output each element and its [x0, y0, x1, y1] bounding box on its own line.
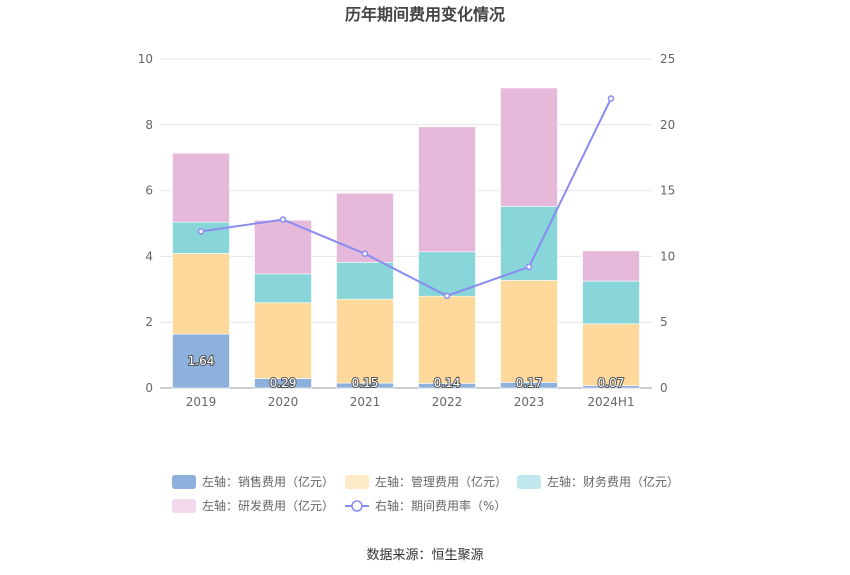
bar-segment	[418, 126, 476, 253]
data-labels: 1.64 0.29 0.15 0.14 0.17 0.07	[187, 353, 626, 391]
left-tick-label: 8	[145, 118, 153, 132]
bar-data-label: 0.17	[516, 376, 543, 390]
bar-segment	[254, 273, 312, 304]
bar-segment	[582, 280, 640, 325]
x-tick-label: 2019	[186, 395, 217, 409]
bar-segment	[254, 219, 312, 275]
bar-segment	[500, 280, 558, 383]
right-tick-label: 15	[660, 184, 675, 198]
x-tick-label: 2020	[268, 395, 299, 409]
bar-data-label: 0.07	[598, 376, 625, 390]
bar-segment	[172, 333, 230, 389]
rate-point	[361, 250, 369, 258]
legend-label: 右轴：期间费用率（%）	[375, 498, 506, 513]
legend-swatch	[345, 475, 369, 489]
right-axis-ticks: 0 5 10 15 20 25	[660, 52, 675, 395]
rate-point	[443, 292, 451, 300]
rate-point	[525, 263, 533, 271]
left-tick-label: 2	[145, 315, 153, 329]
legend-label: 左轴：管理费用（亿元）	[375, 474, 507, 489]
bars	[172, 87, 640, 389]
left-tick-label: 0	[145, 381, 153, 395]
right-tick-label: 0	[660, 381, 668, 395]
legend-swatch	[172, 499, 196, 513]
bar-segment	[500, 87, 558, 207]
bar-segment	[172, 221, 230, 254]
legend-swatch	[517, 475, 541, 489]
bar-segment	[418, 295, 476, 384]
bar-data-label: 0.15	[352, 376, 379, 390]
rate-point	[197, 228, 205, 235]
bar-segment	[336, 262, 394, 300]
legend: 左轴：销售费用（亿元） 左轴：管理费用（亿元） 左轴：财务费用（亿元） 左轴：研发费用…	[172, 474, 679, 513]
right-tick-label: 25	[660, 52, 675, 66]
left-tick-label: 4	[145, 249, 153, 263]
rate-point	[279, 216, 287, 223]
legend-label: 左轴：销售费用（亿元）	[202, 474, 334, 489]
legend-marker	[351, 500, 363, 512]
bar-segment	[582, 323, 640, 386]
x-tick-label: 2021	[350, 395, 381, 409]
left-axis-ticks: 0 2 4 6 8 10	[138, 52, 153, 395]
legend-label: 左轴：研发费用（亿元）	[202, 498, 334, 513]
bar-data-label: 1.64	[188, 354, 215, 368]
right-tick-label: 5	[660, 315, 668, 329]
left-tick-label: 10	[138, 52, 153, 66]
bar-data-label: 0.29	[270, 376, 297, 390]
left-tick-label: 6	[145, 184, 153, 198]
source-note: 数据来源：恒生聚源	[366, 548, 483, 563]
right-tick-label: 10	[660, 249, 675, 263]
bar-segment	[172, 152, 230, 223]
bar-data-label: 0.14	[434, 376, 461, 390]
chart-title: 历年期间费用变化情况	[345, 5, 505, 24]
x-axis-ticks: 2019 2020 2021 2022 2023 2024H1	[186, 395, 635, 409]
x-tick-label: 2024H1	[587, 395, 634, 409]
bar-segment	[582, 250, 640, 282]
bar-segment	[254, 302, 312, 379]
rate-point	[607, 95, 615, 102]
legend-label: 左轴：财务费用（亿元）	[547, 474, 679, 489]
legend-swatch	[172, 475, 196, 489]
x-tick-label: 2023	[514, 395, 545, 409]
bar-segment	[172, 253, 230, 335]
right-tick-label: 20	[660, 118, 675, 132]
bar-segment	[336, 298, 394, 384]
rate-series-line	[200, 98, 612, 297]
rate-line	[197, 95, 615, 300]
grid-lines	[160, 58, 652, 389]
x-tick-label: 2022	[432, 395, 463, 409]
